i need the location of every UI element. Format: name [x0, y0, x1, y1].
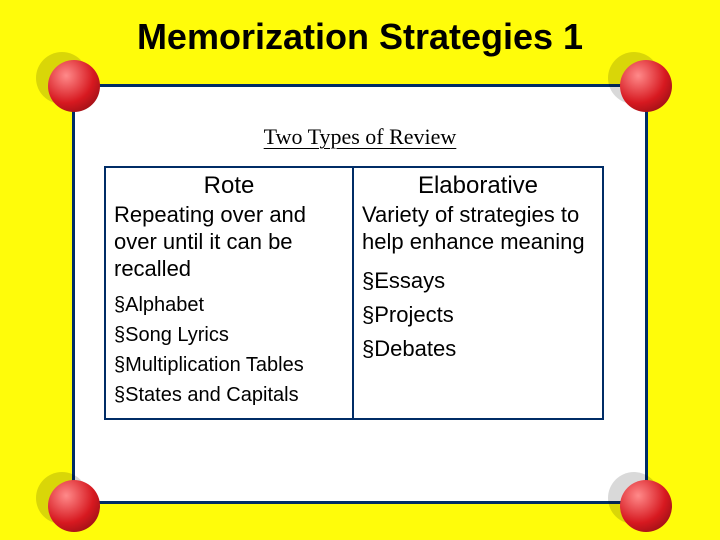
- list-item: States and Capitals: [114, 380, 344, 410]
- list-item: Projects: [362, 298, 594, 332]
- slide-subtitle: Two Types of Review: [0, 124, 720, 150]
- comparison-table: Rote Repeating over and over until it ca…: [104, 166, 604, 420]
- corner-dot-bottom-right: [620, 480, 672, 532]
- column-heading: Rote: [114, 172, 344, 200]
- column-bullet-list: Essays Projects Debates: [362, 264, 594, 366]
- column-description: Variety of strategies to help enhance me…: [362, 202, 594, 256]
- column-bullet-list: Alphabet Song Lyrics Multiplication Tabl…: [114, 290, 344, 410]
- list-item: Debates: [362, 332, 594, 366]
- table-column-right: Elaborative Variety of strategies to hel…: [354, 168, 602, 418]
- corner-dot-top-left: [48, 60, 100, 112]
- column-heading: Elaborative: [362, 172, 594, 200]
- column-description: Repeating over and over until it can be …: [114, 202, 344, 282]
- slide-title: Memorization Strategies 1: [0, 16, 720, 58]
- list-item: Essays: [362, 264, 594, 298]
- list-item: Alphabet: [114, 290, 344, 320]
- corner-dot-bottom-left: [48, 480, 100, 532]
- list-item: Multiplication Tables: [114, 350, 344, 380]
- table-column-left: Rote Repeating over and over until it ca…: [106, 168, 354, 418]
- list-item: Song Lyrics: [114, 320, 344, 350]
- corner-dot-top-right: [620, 60, 672, 112]
